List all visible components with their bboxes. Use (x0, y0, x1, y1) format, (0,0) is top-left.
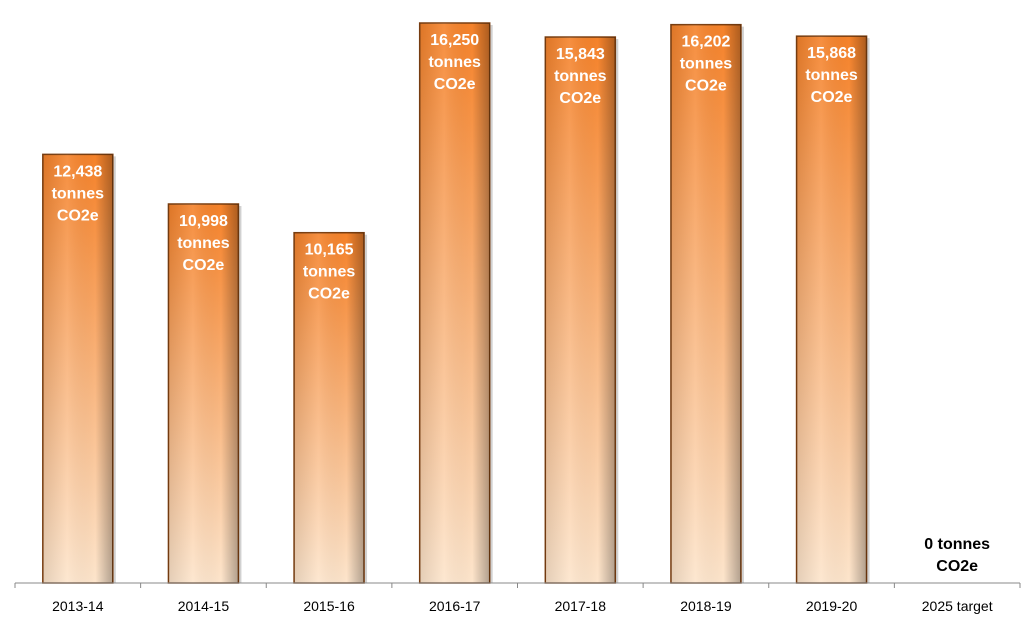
data-label-line: tonnes (177, 235, 230, 252)
bar-2017-18 (544, 36, 619, 584)
bars (42, 22, 870, 584)
data-label-2019-20: 15,868 tonnes CO2e (805, 45, 858, 106)
data-label-line: CO2e (183, 257, 225, 274)
data-label-line: 10,998 (179, 213, 228, 230)
data-label-line: CO2e (685, 78, 727, 95)
data-label-2013-14: 12,438 tonnes CO2e (52, 163, 105, 224)
data-label-line: 10,165 (305, 242, 354, 259)
data-label-line: tonnes (805, 67, 858, 84)
data-label-2016-17: 16,250 tonnes CO2e (428, 32, 481, 93)
tick-label-2016-17: 2016-17 (429, 598, 481, 614)
bar-2018-19 (670, 23, 744, 584)
bar-sheen (294, 232, 365, 583)
bar-2019-20 (795, 35, 870, 584)
data-labels: 12,438 tonnes CO2e 10,998 tonnes CO2e 10,165 to… (52, 32, 991, 575)
tick-label-2018-19: 2018-19 (680, 598, 732, 614)
data-label-2018-19: 16,202 tonnes CO2e (680, 34, 733, 95)
tick-label-2014-15: 2014-15 (178, 598, 230, 614)
data-label-line: 12,438 (53, 163, 102, 180)
tick-label-2019-20: 2019-20 (806, 598, 858, 614)
tick-label-2025 target: 2025 target (922, 598, 993, 614)
data-label-line: 16,250 (430, 32, 479, 49)
bar-2014-15 (167, 203, 242, 584)
data-label-line: tonnes (428, 54, 481, 71)
data-label-2014-15: 10,998 tonnes CO2e (177, 213, 230, 274)
data-label-line: CO2e (811, 89, 853, 106)
data-label-line: tonnes (303, 264, 356, 281)
data-label-2025 target: 0 tonnes CO2e (924, 536, 990, 575)
bar-2016-17 (418, 22, 493, 584)
bar-2015-16 (293, 231, 368, 584)
data-label-line: CO2e (559, 90, 601, 107)
bar-sheen (419, 23, 490, 583)
data-label-line: CO2e (308, 286, 350, 303)
x-axis-ticks: 2013-14 2014-15 2015-16 2016-17 2017-18 2018-… (14, 583, 1021, 614)
data-label-line: 15,843 (556, 46, 605, 63)
data-label-line: CO2e (434, 76, 476, 93)
data-label-line: 16,202 (681, 34, 730, 51)
bar-sheen (670, 24, 741, 583)
tick-label-2013-14: 2013-14 (52, 598, 104, 614)
bar-2013-14 (42, 153, 116, 584)
data-label-line: CO2e (936, 558, 978, 575)
data-label-line: 15,868 (807, 45, 856, 62)
data-label-2015-16: 10,165 tonnes CO2e (303, 242, 356, 303)
data-label-line: tonnes (52, 185, 105, 202)
tick-label-2015-16: 2015-16 (303, 598, 355, 614)
data-label-line: CO2e (57, 207, 99, 224)
bar-sheen (168, 203, 239, 583)
data-label-line: tonnes (680, 56, 733, 73)
data-label-line: tonnes (554, 68, 607, 85)
data-label-line: 0 tonnes (924, 536, 990, 553)
bar-sheen (796, 36, 867, 583)
bar-sheen (545, 37, 616, 584)
tick-label-2017-18: 2017-18 (555, 598, 607, 614)
bar-sheen (42, 154, 113, 584)
data-label-2017-18: 15,843 tonnes CO2e (554, 46, 607, 107)
